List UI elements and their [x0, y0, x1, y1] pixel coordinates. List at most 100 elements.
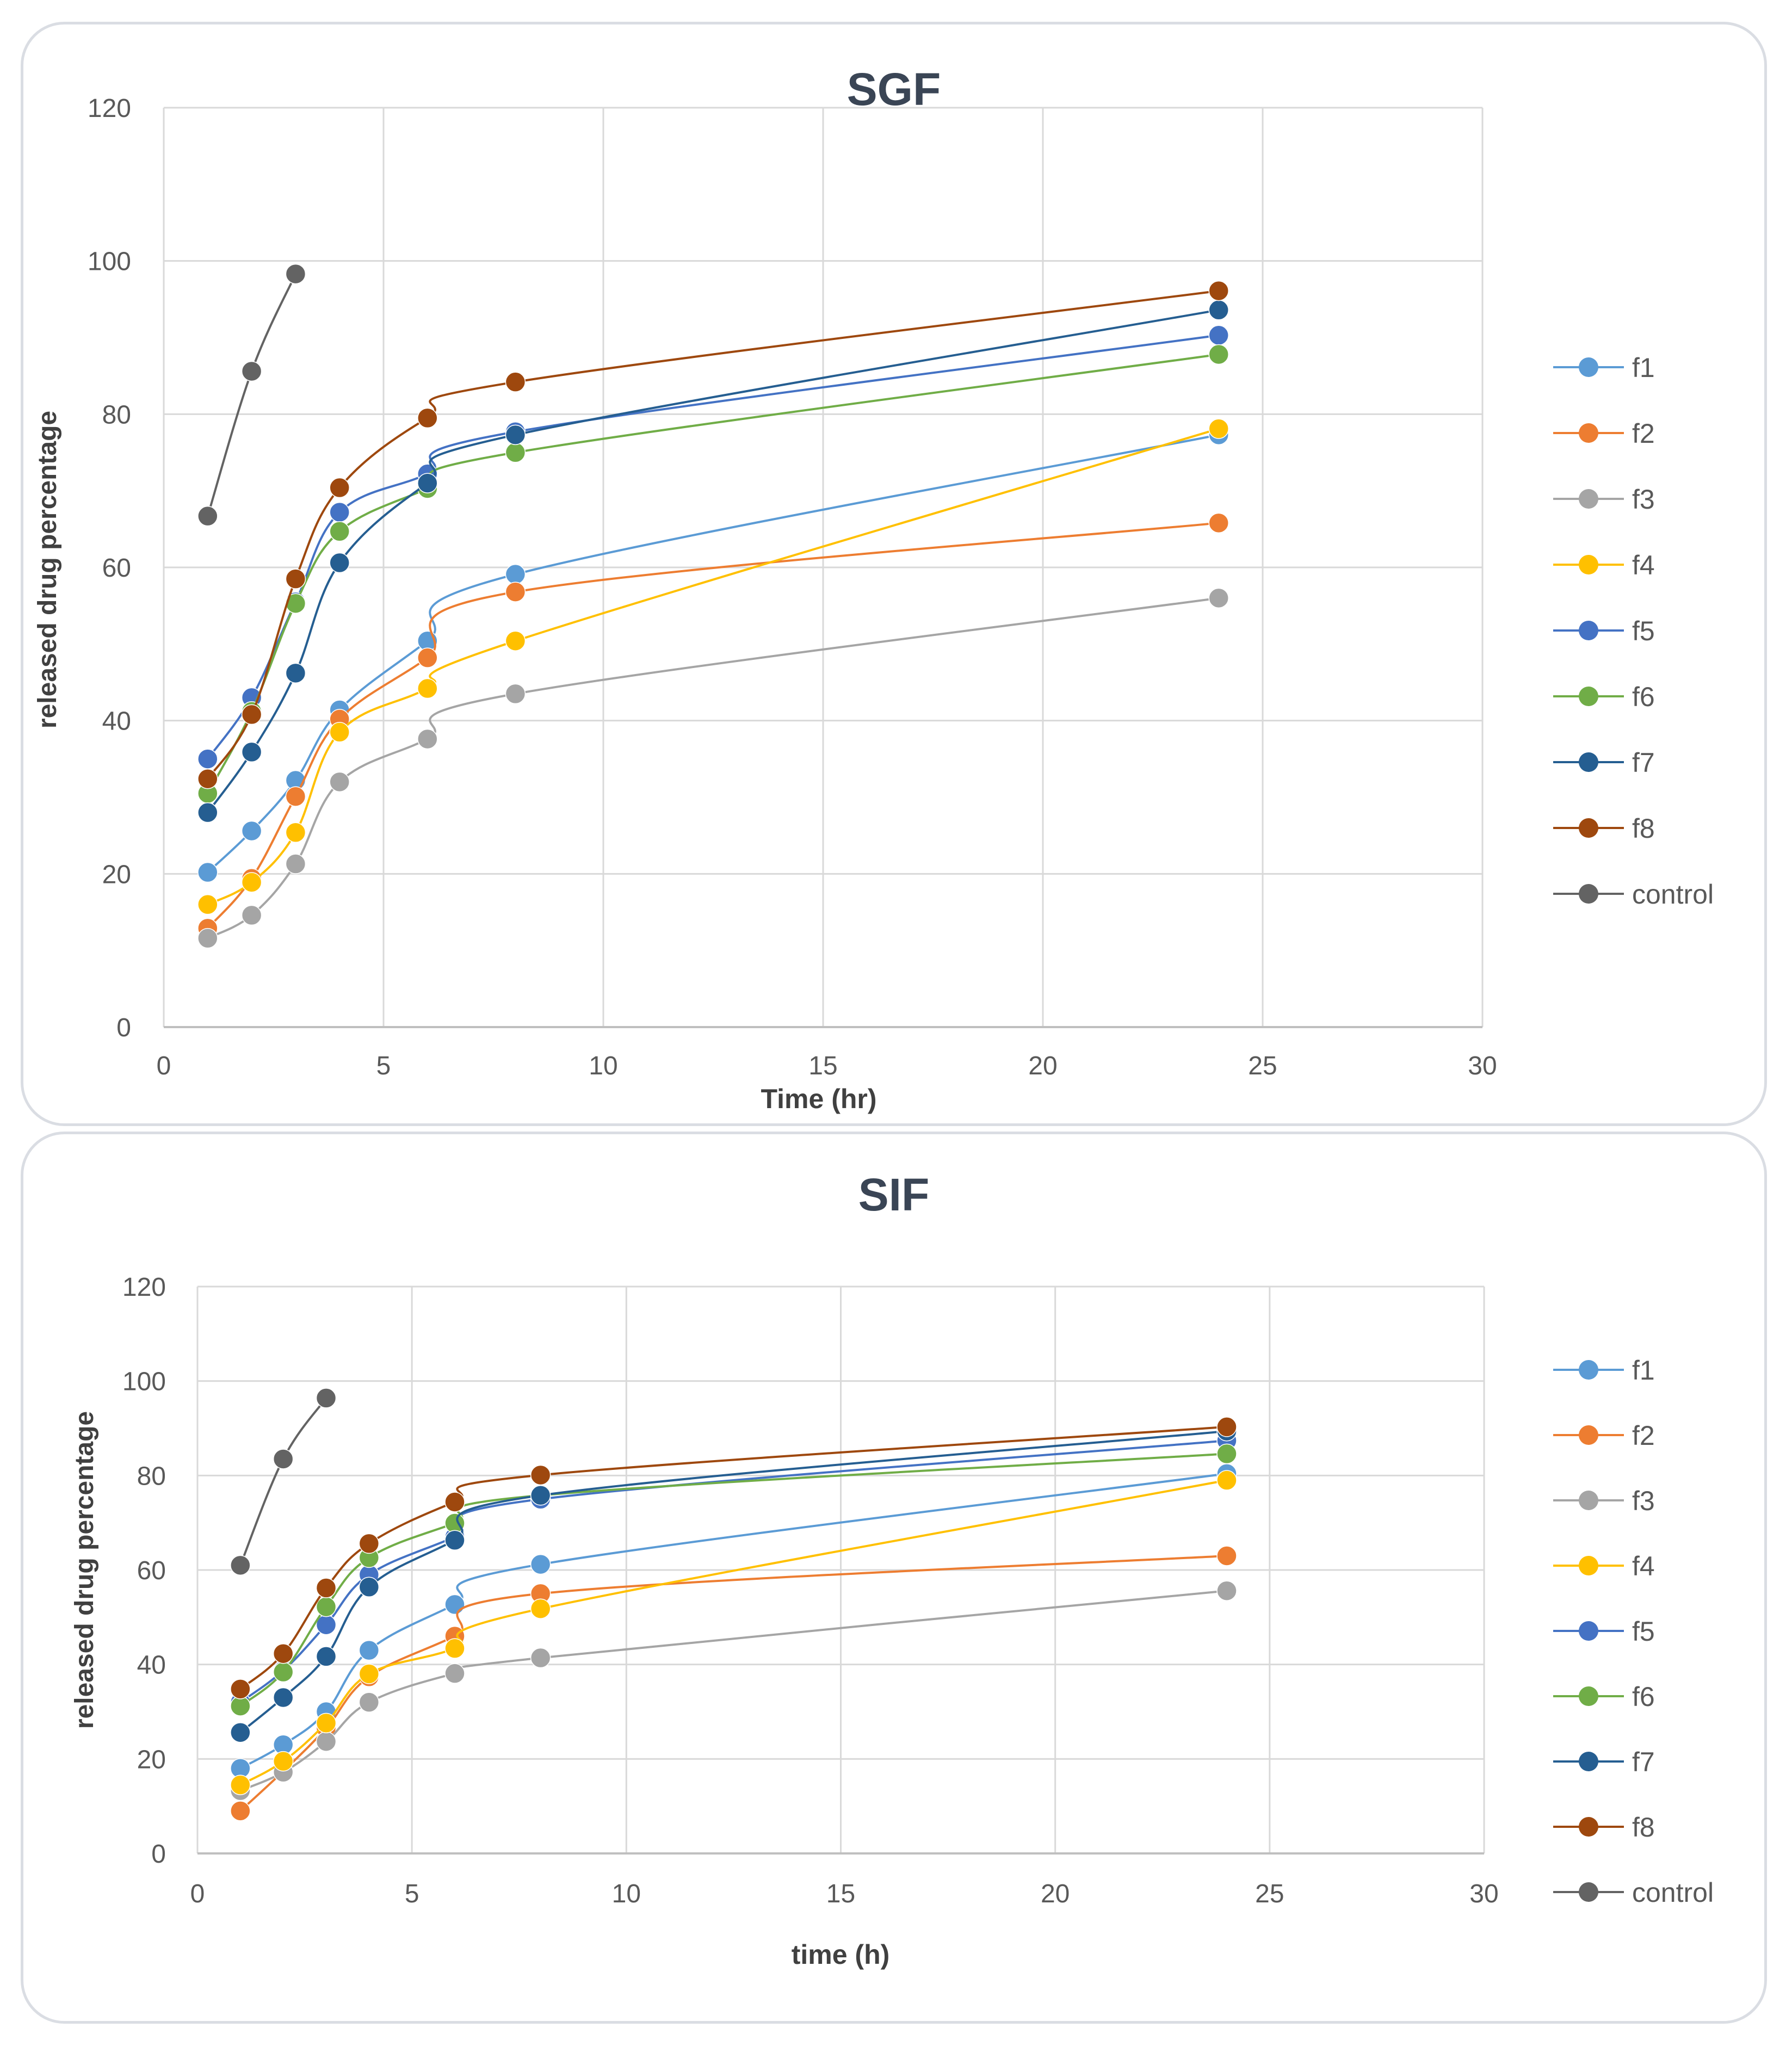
legend-label: f3	[1632, 1486, 1655, 1516]
data-point	[444, 1638, 465, 1659]
y-axis-label: released drug percentage	[33, 411, 62, 728]
y-tick-label: 120	[122, 1273, 166, 1302]
legend-item-f6: f6	[1553, 682, 1655, 712]
y-tick-label: 20	[137, 1745, 166, 1774]
data-point	[273, 1449, 294, 1469]
x-tick-label: 20	[1041, 1880, 1070, 1908]
data-point	[417, 728, 438, 750]
sif-chart: 0 5 10 15 20 25 30 0 20 40 60 80 100 120 f1 f2 f3 f4 f5 f6…	[70, 1169, 1714, 1970]
data-point	[417, 647, 438, 668]
data-point	[444, 1663, 465, 1684]
series-f4	[230, 1470, 1237, 1795]
x-tick-label: 20	[1028, 1052, 1057, 1080]
data-point	[285, 593, 306, 614]
series-line-f4	[207, 428, 1219, 906]
series-control	[197, 263, 306, 527]
legend-marker	[1579, 1621, 1598, 1641]
data-point	[197, 894, 218, 915]
data-point	[505, 582, 526, 602]
data-point	[273, 1751, 294, 1772]
series-f8	[230, 1417, 1237, 1699]
y-tick-label: 80	[137, 1462, 166, 1491]
sgf-chart: 0 5 10 15 20 25 30 0 20 40 60 80 100 120 f1 f2 f3 f4 f5 f6…	[33, 64, 1714, 1114]
data-point	[1208, 512, 1229, 534]
series-line-f5	[207, 334, 1219, 760]
x-tick-label: 10	[612, 1880, 641, 1908]
y-tick-label: 40	[137, 1651, 166, 1680]
legend-label: control	[1632, 1877, 1714, 1908]
data-point	[417, 407, 438, 429]
legend-label: f1	[1632, 353, 1655, 383]
legend-item-control: control	[1553, 1877, 1714, 1908]
legend-item-f1: f1	[1553, 1355, 1655, 1386]
data-point	[359, 1692, 380, 1713]
legend-item-f2: f2	[1553, 1420, 1655, 1451]
sgf-chart-panel: 0 5 10 15 20 25 30 0 20 40 60 80 100 120 f1 f2 f3 f4 f5 f6…	[21, 22, 1767, 1126]
legend-item-f7: f7	[1553, 747, 1655, 778]
data-point	[329, 477, 350, 498]
legend-item-f5: f5	[1553, 616, 1655, 646]
data-point	[359, 1577, 380, 1598]
y-tick-label: 60	[137, 1556, 166, 1585]
series-line-f1	[239, 1472, 1227, 1770]
data-point	[359, 1533, 380, 1554]
series-f7	[230, 1420, 1237, 1743]
x-tick-label: 25	[1248, 1052, 1277, 1080]
data-point	[1216, 1470, 1237, 1491]
data-point	[197, 749, 218, 769]
legend-label: control	[1632, 879, 1714, 910]
data-point	[285, 786, 306, 807]
data-point	[505, 683, 526, 704]
legend-item-f2: f2	[1553, 418, 1655, 449]
x-tick-label: 10	[589, 1052, 617, 1080]
legend-item-f5: f5	[1553, 1616, 1655, 1647]
legend-marker	[1579, 687, 1598, 706]
series-f2	[197, 512, 1229, 939]
legend-label: f7	[1632, 747, 1655, 778]
data-point	[444, 1492, 465, 1512]
legend-item-control: control	[1553, 879, 1714, 910]
data-point	[273, 1661, 294, 1683]
data-point	[316, 1646, 337, 1667]
series-f1	[197, 424, 1229, 883]
data-point	[230, 1801, 251, 1821]
x-tick-label: 5	[405, 1880, 419, 1908]
data-point	[329, 552, 350, 573]
legend-item-f8: f8	[1553, 813, 1655, 844]
data-point	[285, 663, 306, 684]
y-tick-label: 40	[102, 707, 131, 736]
y-tick-label: 100	[122, 1368, 166, 1396]
x-tick-label: 25	[1255, 1880, 1284, 1908]
data-point	[1208, 300, 1229, 320]
legend-marker	[1579, 1752, 1598, 1771]
data-point	[505, 631, 526, 651]
data-point	[329, 521, 350, 542]
data-point	[273, 1687, 294, 1708]
series-line-control	[239, 1397, 327, 1566]
legend-item-f4: f4	[1553, 1551, 1655, 1581]
data-point	[1208, 588, 1229, 609]
data-point	[285, 822, 306, 843]
legend-marker	[1579, 1817, 1598, 1837]
data-point	[530, 1598, 551, 1619]
x-tick-label: 5	[376, 1052, 391, 1080]
legend-label: f8	[1632, 813, 1655, 844]
series-f7	[197, 300, 1229, 823]
y-tick-label: 80	[102, 400, 131, 429]
data-point	[530, 1554, 551, 1575]
legend-marker	[1579, 1686, 1598, 1706]
data-point	[1216, 1546, 1237, 1566]
legend-label: f7	[1632, 1747, 1655, 1777]
data-point	[1216, 1417, 1237, 1437]
x-tick-label: 0	[157, 1052, 171, 1080]
legend-marker	[1579, 1491, 1598, 1510]
data-point	[530, 1647, 551, 1668]
series-f3	[197, 588, 1229, 949]
series-f2	[230, 1546, 1237, 1821]
series-f3	[230, 1580, 1237, 1801]
x-axis-label: time (h)	[792, 1939, 890, 1970]
legend-marker	[1579, 884, 1598, 904]
data-point	[230, 1679, 251, 1699]
data-point	[417, 678, 438, 699]
y-tick-label: 100	[88, 248, 131, 276]
